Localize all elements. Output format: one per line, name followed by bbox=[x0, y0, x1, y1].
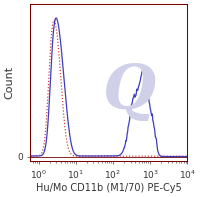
X-axis label: Hu/Mo CD11b (M1/70) PE-Cy5: Hu/Mo CD11b (M1/70) PE-Cy5 bbox=[36, 183, 182, 193]
Y-axis label: Count: Count bbox=[4, 66, 14, 99]
Text: Q: Q bbox=[103, 62, 156, 122]
